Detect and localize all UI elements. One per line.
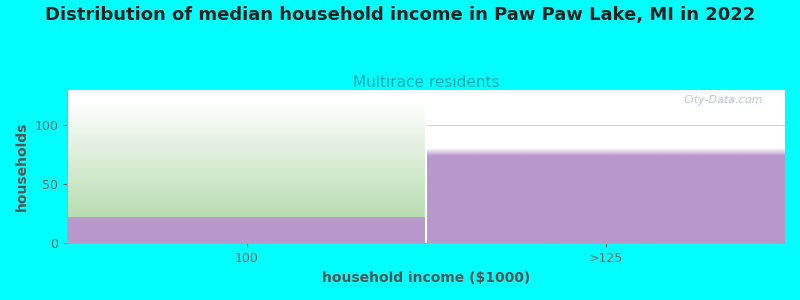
Text: Distribution of median household income in Paw Paw Lake, MI in 2022: Distribution of median household income …: [45, 6, 755, 24]
X-axis label: household income ($1000): household income ($1000): [322, 271, 530, 285]
Text: City-Data.com: City-Data.com: [684, 94, 763, 105]
Y-axis label: households: households: [15, 122, 29, 212]
Title: Multirace residents: Multirace residents: [353, 75, 499, 90]
